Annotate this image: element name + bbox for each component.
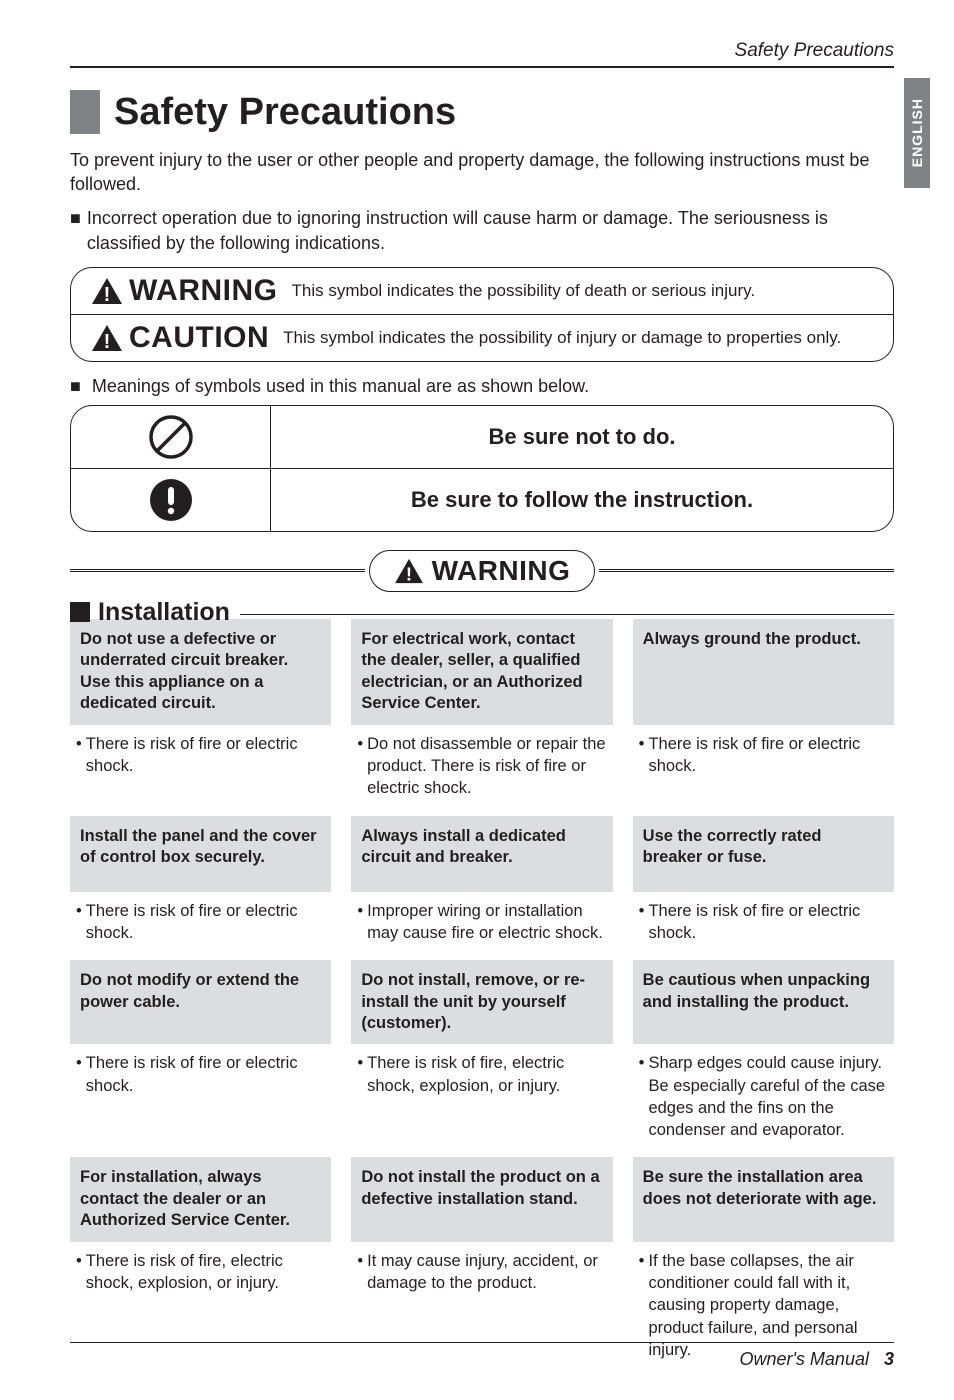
language-tab: ENGLISH — [904, 78, 930, 188]
svg-text:!: ! — [406, 563, 412, 584]
precaution-body-text: There is risk of fire or electric shock. — [648, 733, 888, 800]
precaution-heading: Do not install the product on a defectiv… — [351, 1157, 612, 1241]
page-number: 3 — [884, 1349, 894, 1369]
meanings-text: Meanings of symbols used in this manual … — [92, 376, 589, 397]
warning-desc: This symbol indicates the possibility of… — [278, 281, 756, 301]
precaution-body: •There is risk of fire or electric shock… — [633, 892, 894, 961]
precaution-heading: Always ground the product. — [633, 619, 894, 725]
title-row: Safety Precautions — [70, 90, 894, 134]
warning-caution-box: ! WARNING This symbol indicates the poss… — [70, 267, 894, 362]
warning-label: ! WARNING — [91, 274, 278, 308]
precaution-body-text: There is risk of fire or electric shock. — [86, 733, 326, 800]
precaution-body: •There is risk of fire or electric shock… — [70, 892, 331, 961]
bullet-dot-icon: • — [639, 900, 645, 945]
banner-text: WARNING — [432, 555, 571, 587]
square-bullet-icon: ■ — [70, 206, 81, 255]
precaution-body: •There is risk of fire or electric shock… — [633, 725, 894, 816]
prohibit-icon — [148, 414, 194, 460]
footer: Owner's Manual 3 — [70, 1342, 894, 1370]
meanings-line: ■ Meanings of symbols used in this manua… — [70, 376, 894, 397]
banner-rule-left — [70, 569, 365, 572]
bullet-dot-icon: • — [76, 733, 82, 800]
bullet-dot-icon: • — [76, 1052, 82, 1141]
language-tab-text: ENGLISH — [909, 98, 925, 167]
bullet-dot-icon: • — [639, 1052, 645, 1141]
footer-text: Owner's Manual — [739, 1349, 869, 1369]
precaution-body-text: There is risk of fire, electric shock, e… — [367, 1052, 607, 1141]
precaution-heading: For installation, always contact the dea… — [70, 1157, 331, 1241]
precaution-heading: Always install a dedicated circuit and b… — [351, 816, 612, 892]
symbol-row-prohibit: Be sure not to do. — [71, 406, 893, 468]
intro-bullet-row: ■ Incorrect operation due to ignoring in… — [70, 206, 894, 255]
precaution-body-text: Improper wiring or installation may caus… — [367, 900, 607, 945]
bullet-dot-icon: • — [357, 733, 363, 800]
banner-rule-right — [599, 569, 894, 572]
precaution-body: •Improper wiring or installation may cau… — [351, 892, 612, 961]
page-title: Safety Precautions — [114, 90, 456, 134]
warning-label-text: WARNING — [129, 274, 278, 308]
precaution-body: •There is risk of fire or electric shock… — [70, 1044, 331, 1157]
bullet-dot-icon: • — [76, 900, 82, 945]
precaution-heading: Do not install, remove, or re-install th… — [351, 960, 612, 1044]
mandatory-icon-cell — [71, 469, 271, 531]
section-rule — [240, 614, 894, 615]
section-title: Installation — [98, 598, 230, 627]
warning-triangle-icon: ! — [394, 558, 424, 584]
precaution-body: •Do not disassemble or repair the produc… — [351, 725, 612, 816]
warning-row: ! WARNING This symbol indicates the poss… — [71, 268, 893, 314]
precaution-body-text: There is risk of fire or electric shock. — [86, 900, 326, 945]
precaution-heading: Do not modify or extend the power cable. — [70, 960, 331, 1044]
prohibit-text: Be sure not to do. — [271, 424, 893, 450]
precaution-heading: Install the panel and the cover of contr… — [70, 816, 331, 892]
caution-label-text: CAUTION — [129, 321, 269, 355]
caution-label: ! CAUTION — [91, 321, 269, 355]
precaution-heading: Do not use a defective or underrated cir… — [70, 619, 331, 725]
section-heading: Installation — [70, 598, 894, 627]
precaution-body: •There is risk of fire, electric shock, … — [351, 1044, 612, 1157]
svg-text:!: ! — [104, 284, 111, 305]
intro-paragraph: To prevent injury to the user or other p… — [70, 148, 894, 197]
warning-triangle-icon: ! — [91, 277, 123, 305]
bullet-dot-icon: • — [357, 1052, 363, 1141]
banner-pill: ! WARNING — [369, 550, 596, 592]
precaution-body: •There is risk of fire or electric shock… — [70, 725, 331, 816]
caution-desc: This symbol indicates the possibility of… — [269, 328, 841, 348]
mandatory-icon — [148, 477, 194, 523]
header-rule: Safety Precautions — [70, 40, 894, 68]
square-bullet-icon: ■ — [70, 376, 86, 397]
running-head: Safety Precautions — [70, 40, 894, 62]
svg-text:!: ! — [104, 331, 111, 352]
section-square-icon — [70, 602, 90, 622]
precaution-heading: Use the correctly rated breaker or fuse. — [633, 816, 894, 892]
precaution-grid: Do not use a defective or underrated cir… — [70, 619, 894, 1377]
precaution-heading: Be cautious when unpacking and installin… — [633, 960, 894, 1044]
precaution-body-text: There is risk of fire or electric shock. — [86, 1052, 326, 1141]
precaution-body-text: There is risk of fire or electric shock. — [648, 900, 888, 945]
mandatory-text: Be sure to follow the instruction. — [271, 487, 893, 513]
caution-triangle-icon: ! — [91, 324, 123, 352]
precaution-body: •Sharp edges could cause injury. Be espe… — [633, 1044, 894, 1157]
precaution-body-text: Do not disassemble or repair the product… — [367, 733, 607, 800]
title-accent-block — [70, 90, 100, 134]
bullet-dot-icon: • — [639, 733, 645, 800]
symbol-row-mandatory: Be sure to follow the instruction. — [71, 468, 893, 531]
precaution-heading: Be sure the installation area does not d… — [633, 1157, 894, 1241]
symbol-meaning-table: Be sure not to do. Be sure to follow the… — [70, 405, 894, 532]
prohibit-icon-cell — [71, 406, 271, 468]
precaution-body-text: Sharp edges could cause injury. Be espec… — [648, 1052, 888, 1141]
bullet-dot-icon: • — [357, 900, 363, 945]
warning-banner: ! WARNING — [70, 550, 894, 592]
caution-row: ! CAUTION This symbol indicates the poss… — [71, 314, 893, 361]
precaution-heading: For electrical work, contact the dealer,… — [351, 619, 612, 725]
intro-bullet-text: Incorrect operation due to ignoring inst… — [87, 206, 894, 255]
